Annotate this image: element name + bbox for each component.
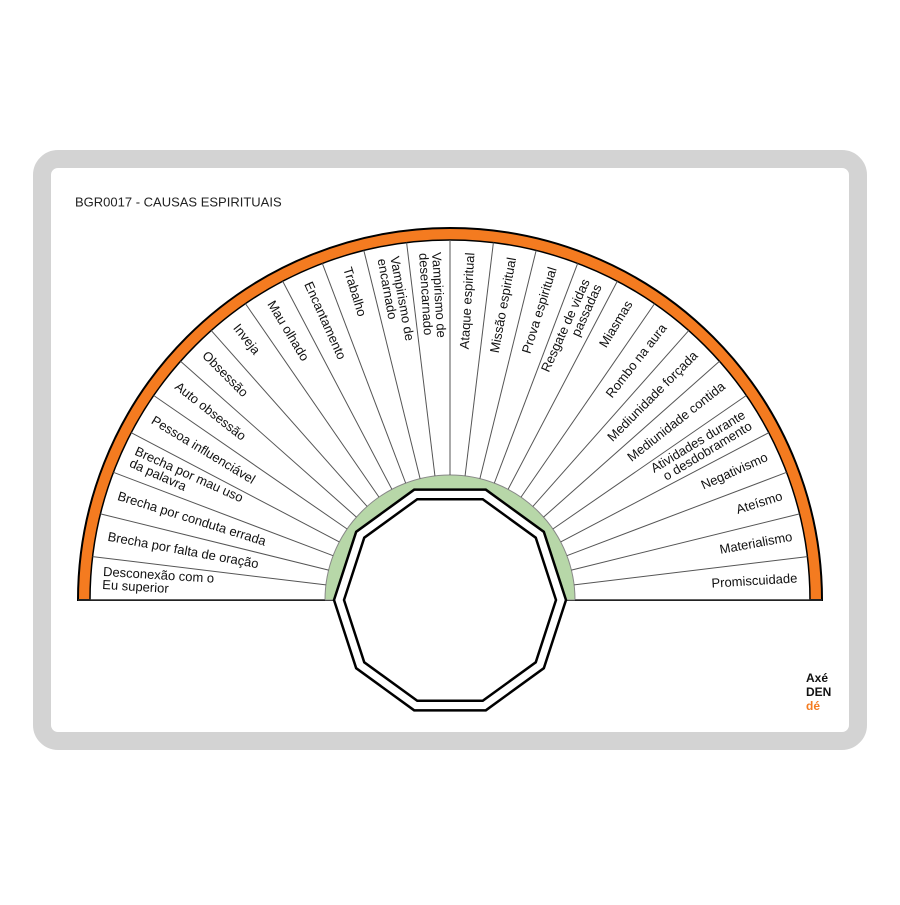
segment-divider	[100, 513, 329, 571]
segment-label: Ataque espiritual	[457, 252, 478, 350]
segment-divider	[464, 242, 494, 476]
segment-divider	[560, 432, 769, 543]
segment-divider	[180, 360, 357, 518]
segment-label: desencarnado	[416, 253, 436, 336]
segment-divider	[131, 432, 340, 543]
segment-divider	[507, 281, 618, 490]
segment-label: Eu superior	[102, 577, 170, 596]
decagon-inner	[342, 497, 558, 703]
segment-divider	[153, 395, 348, 530]
segment-label: Vampirismo de	[429, 252, 449, 338]
segment-divider	[493, 263, 579, 484]
segment-divider	[520, 303, 655, 498]
segment-divider	[532, 330, 690, 507]
segment-divider	[321, 263, 407, 484]
logo-text: dé	[806, 699, 820, 713]
title: BGR0017 - CAUSAS ESPIRITUAIS	[75, 194, 282, 209]
segment-divider	[543, 360, 720, 518]
center-decagon	[332, 488, 568, 712]
segment-divider	[282, 281, 393, 490]
segment-divider	[571, 513, 800, 571]
segment-divider	[552, 395, 747, 530]
segment-label: Promiscuidade	[711, 570, 798, 590]
segment-divider	[245, 303, 380, 498]
logo-text: Axé	[806, 671, 828, 685]
segment-divider	[566, 471, 787, 557]
segment-divider	[363, 250, 421, 479]
segment-divider	[113, 471, 334, 557]
segment-label: Desconexão com o	[103, 564, 215, 586]
segment-divider	[574, 556, 808, 586]
logo-text: DEN	[806, 685, 831, 699]
segment-divider	[406, 242, 436, 476]
segment-divider	[92, 556, 326, 586]
segment-divider	[479, 250, 537, 479]
segment-divider	[210, 330, 368, 507]
